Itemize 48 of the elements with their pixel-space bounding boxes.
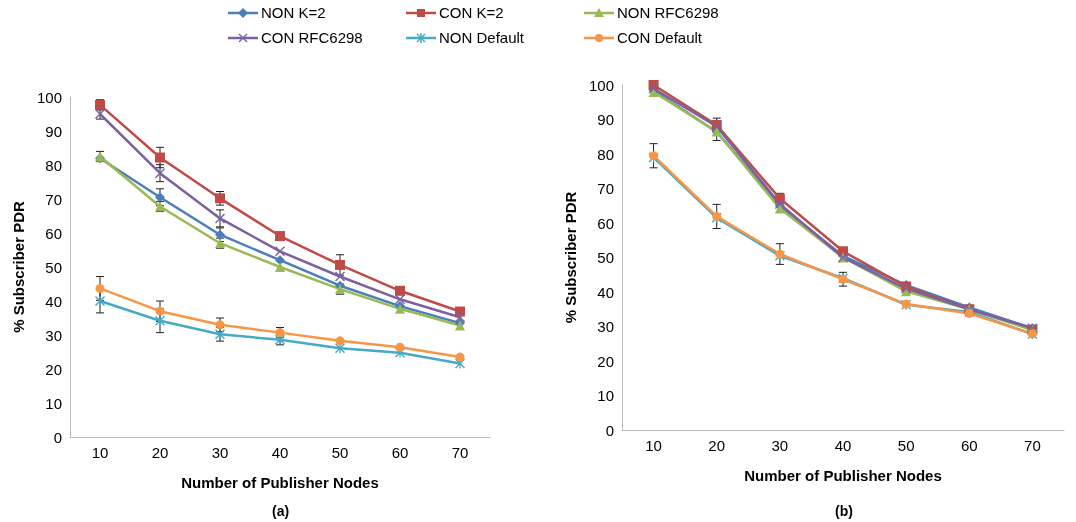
x-tick-label: 20 bbox=[151, 444, 169, 461]
x-tick-label: 10 bbox=[645, 437, 662, 454]
legend-label: CON Default bbox=[617, 29, 703, 46]
y-tick-label: 50 bbox=[597, 249, 614, 266]
y-tick-label: 10 bbox=[597, 387, 614, 404]
text: (a) bbox=[272, 503, 290, 519]
x-tick-label: 40 bbox=[271, 444, 289, 461]
y-axis-title: % Subscriber PDR bbox=[562, 191, 580, 324]
x-tick-label: 60 bbox=[391, 444, 409, 461]
y-tick-label: 0 bbox=[605, 421, 614, 439]
y-tick-label: 30 bbox=[597, 318, 614, 335]
legend-label: NON K=2 bbox=[261, 4, 326, 21]
y-tick-label: 80 bbox=[45, 156, 62, 174]
legend-label: NON RFC6298 bbox=[617, 4, 719, 21]
y-tick-label: 20 bbox=[45, 360, 62, 378]
x-tick-label: 10 bbox=[91, 444, 109, 461]
y-tick-label: 70 bbox=[45, 190, 62, 208]
x-axis-title: Number of Publisher Nodes bbox=[181, 474, 379, 491]
y-tick-label: 20 bbox=[597, 352, 614, 370]
text: (b) bbox=[835, 503, 853, 519]
legend-label: NON Default bbox=[439, 29, 525, 46]
y-axis-title: % Subscriber PDR bbox=[10, 200, 28, 333]
x-tick-label: 30 bbox=[211, 444, 229, 461]
y-tick-label: 100 bbox=[36, 88, 62, 106]
y-tick-label: 10 bbox=[45, 394, 62, 412]
x-tick-label: 60 bbox=[960, 437, 978, 454]
x-tick-label: 30 bbox=[771, 437, 789, 454]
y-tick-label: 100 bbox=[588, 76, 614, 94]
y-tick-label: 90 bbox=[597, 111, 614, 128]
y-tick-label: 40 bbox=[597, 283, 614, 301]
y-tick-label: 40 bbox=[45, 292, 62, 310]
y-tick-label: 90 bbox=[45, 122, 62, 140]
legend-label: CON RFC6298 bbox=[261, 29, 363, 46]
y-tick-label: 70 bbox=[597, 180, 614, 197]
x-tick-label: 70 bbox=[451, 444, 469, 461]
y-tick-label: 60 bbox=[45, 224, 62, 242]
y-tick-label: 60 bbox=[597, 214, 614, 232]
x-axis-title: Number of Publisher Nodes bbox=[744, 467, 942, 484]
x-tick-label: 20 bbox=[708, 437, 726, 454]
x-tick-label: 50 bbox=[331, 444, 349, 461]
y-tick-label: 30 bbox=[45, 326, 62, 344]
y-tick-label: 50 bbox=[45, 258, 62, 276]
y-tick-label: 80 bbox=[597, 145, 614, 163]
x-tick-label: 40 bbox=[834, 437, 852, 454]
x-tick-label: 70 bbox=[1024, 437, 1041, 454]
legend-label: CON K=2 bbox=[439, 4, 504, 21]
y-tick-label: 0 bbox=[53, 428, 62, 446]
x-tick-label: 50 bbox=[897, 437, 915, 454]
